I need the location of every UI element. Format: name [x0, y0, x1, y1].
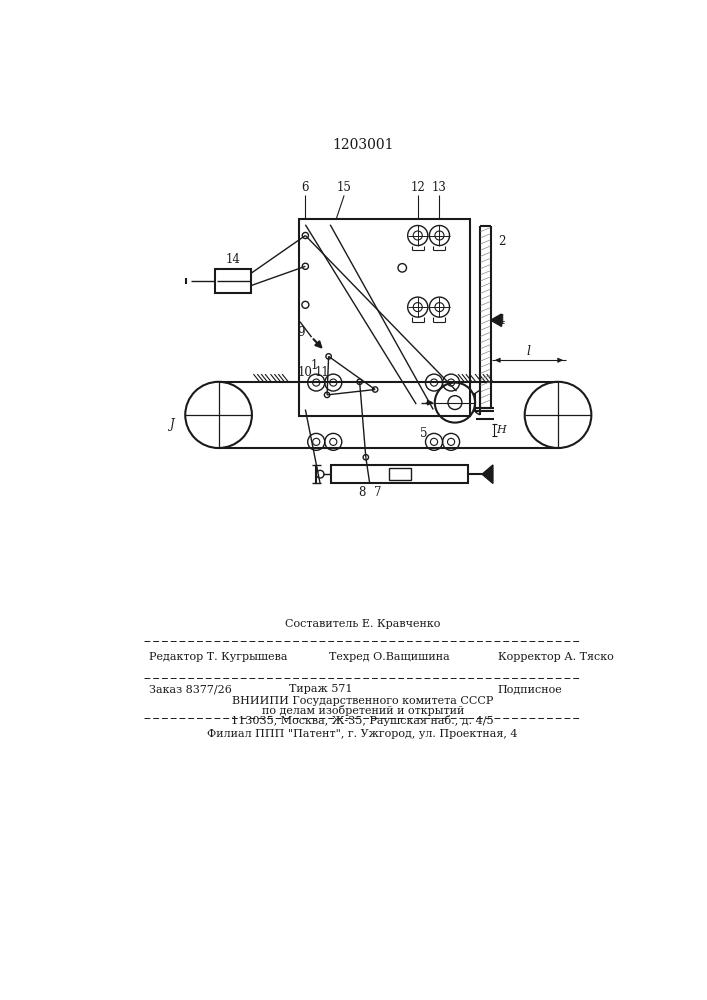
Text: 113035, Москва, Ж-35, Раушская наб., д. 4/5: 113035, Москва, Ж-35, Раушская наб., д. …: [231, 715, 494, 726]
Text: 6: 6: [302, 181, 309, 194]
Polygon shape: [482, 465, 493, 483]
Text: 15: 15: [337, 181, 351, 194]
Text: по делам изобретений и открытий: по делам изобретений и открытий: [262, 705, 464, 716]
Polygon shape: [491, 314, 501, 326]
Text: 11: 11: [315, 366, 329, 379]
Text: H: H: [496, 425, 506, 435]
Text: 14: 14: [226, 253, 241, 266]
Bar: [331, 465, 468, 483]
Text: Редактор Т. Кугрышева: Редактор Т. Кугрышева: [149, 652, 287, 662]
Text: 7: 7: [374, 486, 381, 499]
Text: 2: 2: [498, 235, 505, 248]
Text: 5: 5: [420, 427, 428, 440]
Text: J: J: [170, 418, 175, 431]
Text: 13: 13: [432, 181, 447, 194]
Text: 4: 4: [498, 314, 506, 327]
Text: 12: 12: [410, 181, 425, 194]
Text: 10: 10: [298, 366, 312, 379]
Text: Составитель Е. Кравченко: Составитель Е. Кравченко: [285, 619, 440, 629]
Text: Тираж 571: Тираж 571: [289, 684, 353, 694]
Bar: [299, 219, 470, 416]
Text: ВНИИПИ Государственного комитета СССР: ВНИИПИ Государственного комитета СССР: [232, 696, 493, 706]
Text: 9: 9: [297, 326, 305, 339]
Text: Заказ 8377/26: Заказ 8377/26: [149, 684, 232, 694]
Text: l: l: [527, 345, 530, 358]
Text: 1203001: 1203001: [332, 138, 394, 152]
Text: Техред О.Ващишина: Техред О.Ващишина: [329, 652, 450, 662]
Bar: [216, 269, 251, 293]
Text: Филиал ППП "Патент", г. Ужгород, ул. Проектная, 4: Филиал ППП "Патент", г. Ужгород, ул. Про…: [207, 729, 518, 739]
Text: Корректор А. Тяско: Корректор А. Тяско: [498, 652, 614, 662]
Text: Подписное: Подписное: [498, 684, 562, 694]
Text: 8: 8: [358, 486, 366, 499]
Bar: [389, 468, 411, 480]
Text: 1: 1: [311, 359, 318, 372]
